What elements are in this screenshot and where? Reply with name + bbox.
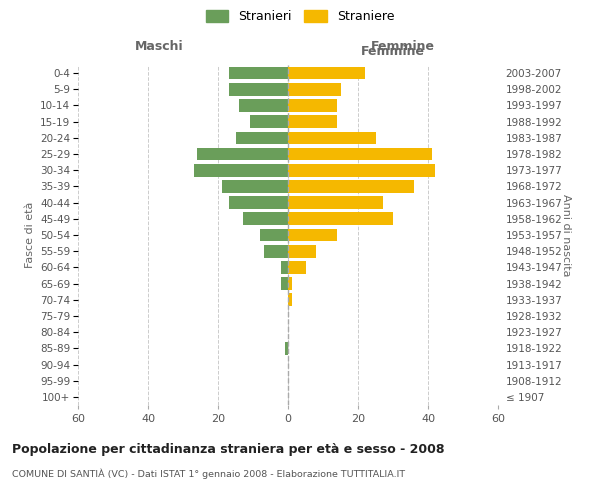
Text: Popolazione per cittadinanza straniera per età e sesso - 2008: Popolazione per cittadinanza straniera p… [12, 442, 445, 456]
Bar [239, 99, 288, 112]
Bar [260, 228, 288, 241]
Bar [288, 196, 383, 209]
Y-axis label: Fasce di età: Fasce di età [25, 202, 35, 268]
Bar [288, 180, 414, 192]
Bar [288, 212, 393, 225]
Bar [229, 67, 288, 80]
Text: COMUNE DI SANTIÀ (VC) - Dati ISTAT 1° gennaio 2008 - Elaborazione TUTTITALIA.IT: COMUNE DI SANTIÀ (VC) - Dati ISTAT 1° ge… [12, 468, 405, 479]
Bar [281, 261, 288, 274]
Bar [288, 132, 376, 144]
Bar [235, 132, 288, 144]
Bar [263, 245, 288, 258]
Bar [288, 245, 316, 258]
Bar [284, 342, 288, 354]
Y-axis label: Anni di nascita: Anni di nascita [561, 194, 571, 276]
Bar [242, 212, 288, 225]
Bar [288, 67, 365, 80]
Bar [221, 180, 288, 192]
Legend: Stranieri, Straniere: Stranieri, Straniere [202, 6, 398, 27]
Bar [288, 116, 337, 128]
Text: Femmine: Femmine [371, 40, 435, 52]
Text: Femmine: Femmine [361, 45, 425, 58]
Bar [288, 148, 431, 160]
Bar [193, 164, 288, 176]
Bar [229, 83, 288, 96]
Bar [288, 99, 337, 112]
Bar [288, 164, 435, 176]
Bar [288, 83, 341, 96]
Text: Maschi: Maschi [134, 40, 184, 52]
Bar [288, 228, 337, 241]
Bar [281, 278, 288, 290]
Bar [229, 196, 288, 209]
Bar [288, 278, 292, 290]
Bar [250, 116, 288, 128]
Bar [288, 261, 305, 274]
Bar [288, 294, 292, 306]
Bar [197, 148, 288, 160]
